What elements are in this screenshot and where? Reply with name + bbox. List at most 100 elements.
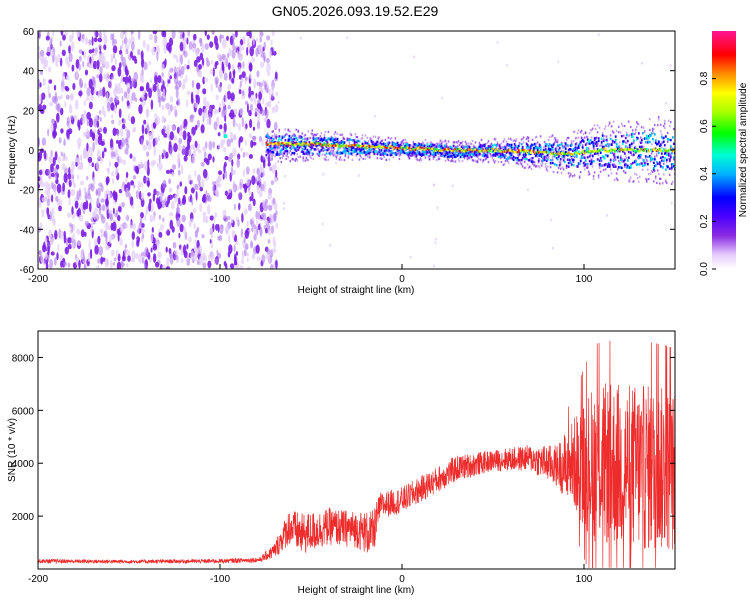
signal-body <box>291 151 294 155</box>
signal-halo <box>451 156 454 159</box>
signal-halo <box>469 142 472 145</box>
signal-halo <box>531 138 534 141</box>
signal-core <box>603 150 606 153</box>
noise-speck <box>49 37 53 49</box>
signal-halo <box>313 136 316 139</box>
signal-body <box>351 146 354 149</box>
signal-body <box>666 165 669 168</box>
noise-speck <box>218 84 222 93</box>
noise-speck <box>227 104 231 110</box>
noise-speck <box>222 38 227 49</box>
noise-speck <box>197 174 201 183</box>
signal-body <box>594 137 597 140</box>
noise-speck <box>53 167 58 177</box>
signal-body <box>485 146 488 150</box>
noise-speck <box>205 190 208 196</box>
signal-body <box>318 152 321 155</box>
signal-halo <box>445 142 448 145</box>
noise-speck <box>139 190 142 201</box>
signal-halo <box>618 141 621 144</box>
signal-core <box>310 141 313 144</box>
signal-body <box>528 151 531 154</box>
signal-body <box>481 154 484 157</box>
signal-body <box>641 164 644 167</box>
signal-halo <box>536 141 539 144</box>
signal-body <box>329 138 332 141</box>
signal-body <box>408 152 411 155</box>
signal-core <box>387 146 390 149</box>
signal-body <box>664 135 667 138</box>
signal-halo <box>300 150 303 153</box>
signal-halo <box>501 146 504 149</box>
noise-speck <box>267 192 272 200</box>
signal-halo <box>532 164 535 167</box>
noise-speck <box>192 208 197 214</box>
signal-halo <box>672 127 675 131</box>
signal-core <box>644 148 647 151</box>
signal-halo <box>296 153 299 156</box>
signal-halo <box>544 165 547 169</box>
signal-body <box>437 145 440 148</box>
signal-core <box>633 150 636 153</box>
signal-halo <box>543 140 546 144</box>
signal-core <box>638 149 641 152</box>
signal-halo <box>565 138 568 141</box>
signal-body <box>360 148 363 151</box>
signal-halo <box>321 149 324 152</box>
sparse-speck <box>433 183 436 187</box>
signal-body <box>563 153 566 157</box>
signal-halo <box>467 157 470 160</box>
signal-core <box>306 143 309 146</box>
signal-halo <box>319 149 322 152</box>
signal-halo <box>475 147 478 150</box>
signal-core <box>425 147 428 150</box>
signal-core <box>357 146 360 149</box>
noise-speck <box>141 223 145 228</box>
signal-body <box>607 145 610 148</box>
signal-halo <box>286 133 289 136</box>
signal-halo <box>408 149 411 152</box>
signal-body <box>503 156 506 159</box>
noise-speck <box>257 99 261 104</box>
noise-speck <box>82 201 87 210</box>
signal-halo <box>432 156 435 159</box>
noise-speck <box>223 72 228 81</box>
signal-halo <box>318 154 321 158</box>
signal-halo <box>498 143 501 146</box>
signal-core <box>569 152 572 156</box>
signal-core <box>494 149 497 152</box>
noise-speck <box>50 163 54 173</box>
signal-body <box>611 139 614 143</box>
noise-speck <box>248 154 253 159</box>
signal-body <box>576 165 579 168</box>
signal-core <box>421 146 424 149</box>
noise-speck <box>71 206 74 215</box>
signal-core <box>440 150 443 153</box>
noise-speck <box>229 263 235 269</box>
noise-speck <box>161 72 164 78</box>
noise-speck <box>47 84 50 94</box>
signal-halo <box>298 136 301 139</box>
signal-halo <box>579 157 582 160</box>
noise-speck <box>267 229 272 236</box>
signal-halo <box>358 153 361 156</box>
signal-halo <box>612 131 615 134</box>
signal-core <box>625 148 628 151</box>
signal-body <box>582 140 585 143</box>
signal-halo <box>609 160 612 163</box>
noise-speck <box>113 261 115 266</box>
signal-halo <box>456 145 459 148</box>
signal-body <box>580 155 583 158</box>
signal-halo <box>564 152 567 155</box>
signal-halo <box>661 141 664 145</box>
signal-core <box>478 150 481 153</box>
noise-speck <box>248 92 252 99</box>
signal-halo <box>336 132 339 135</box>
noise-speck <box>147 192 151 197</box>
noise-speck <box>67 237 72 244</box>
signal-core <box>643 148 646 151</box>
noise-speck <box>161 199 166 209</box>
signal-core <box>290 143 293 146</box>
signal-halo <box>421 151 424 154</box>
noise-speck <box>176 184 180 190</box>
